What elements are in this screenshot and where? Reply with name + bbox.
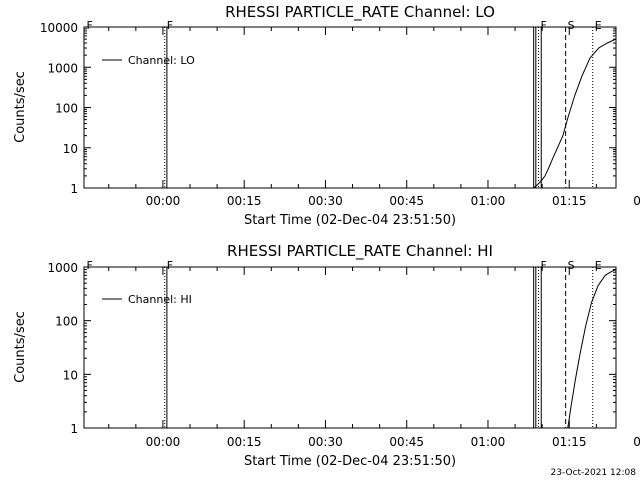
hi-ytick-label: 10 — [63, 368, 78, 382]
lo-legend: Channel: LO — [102, 54, 195, 67]
lo-ytick-label: 10 — [63, 142, 78, 156]
hi-xtick-label: 00:15 — [227, 435, 262, 449]
lo-series-line — [533, 38, 616, 188]
footer-timestamp: 23-Oct-2021 12:08 — [551, 468, 637, 478]
hi-xtick-label: 01:30 — [633, 435, 640, 449]
lo-event-marker-label: F — [167, 19, 173, 32]
lo-event-markers — [164, 27, 594, 188]
hi-x-axis-label: Start Time (02-Dec-04 23:51:50) — [244, 454, 456, 469]
hi-event-marker-label: S — [568, 259, 575, 272]
hi-series-line — [567, 269, 616, 428]
hi-xtick-label: 01:15 — [552, 435, 587, 449]
lo-event-marker-label: F — [541, 19, 547, 32]
hi-plot-frame — [83, 266, 617, 429]
lo-xtick-label: 00:30 — [308, 194, 343, 208]
hi-xtick-label: 00:00 — [146, 435, 181, 449]
lo-xtick-label: 00:00 — [146, 194, 181, 208]
lo-xtick-label: 01:30 — [633, 194, 640, 208]
lo-xtick-label: 00:45 — [389, 194, 424, 208]
hi-ytick-label: 1 — [70, 422, 78, 436]
hi-event-marker-label: F — [167, 259, 173, 272]
lo-chart-title: RHESSI PARTICLE_RATE Channel: LO — [225, 3, 495, 22]
hi-xtick-label: 00:30 — [308, 435, 343, 449]
lo-ytick-label: 100 — [55, 102, 78, 116]
lo-xtick-label: 00:15 — [227, 194, 262, 208]
lo-xtick-label: 01:00 — [471, 194, 506, 208]
hi-legend-label: Channel: HI — [128, 293, 192, 306]
lo-event-marker-label: S — [568, 19, 575, 32]
hi-chart-title: RHESSI PARTICLE_RATE Channel: HI — [227, 242, 493, 261]
hi-xtick-label: 01:00 — [471, 435, 506, 449]
hi-event-marker-label: F — [87, 259, 93, 272]
hi-channel-plot: RHESSI PARTICLE_RATE Channel: HI 1 10 100 10… — [13, 242, 640, 469]
lo-channel-plot: RHESSI PARTICLE_RATE Channel: LO 1 10 100 10… — [13, 3, 640, 228]
lo-ytick-label: 1000 — [47, 61, 78, 75]
hi-event-markers — [164, 267, 594, 428]
hi-event-marker-label: E — [595, 259, 602, 272]
hi-xtick-label: 00:45 — [389, 435, 424, 449]
lo-ytick-label: 1 — [70, 182, 78, 196]
lo-xtick-label: 01:15 — [552, 194, 587, 208]
hi-ytick-label: 1000 — [47, 261, 78, 275]
hi-event-marker-label: F — [541, 259, 547, 272]
lo-event-marker-label: F — [87, 19, 93, 32]
hi-ytick-label: 100 — [55, 315, 78, 329]
hi-y-axis-label: Counts/sec — [13, 311, 28, 383]
lo-ytick-label: 10000 — [40, 21, 78, 35]
lo-y-axis-label: Counts/sec — [13, 71, 28, 143]
lo-x-axis-label: Start Time (02-Dec-04 23:51:50) — [244, 213, 456, 228]
hi-legend: Channel: HI — [102, 293, 192, 306]
lo-event-marker-label: E — [595, 19, 602, 32]
lo-legend-label: Channel: LO — [128, 54, 195, 67]
